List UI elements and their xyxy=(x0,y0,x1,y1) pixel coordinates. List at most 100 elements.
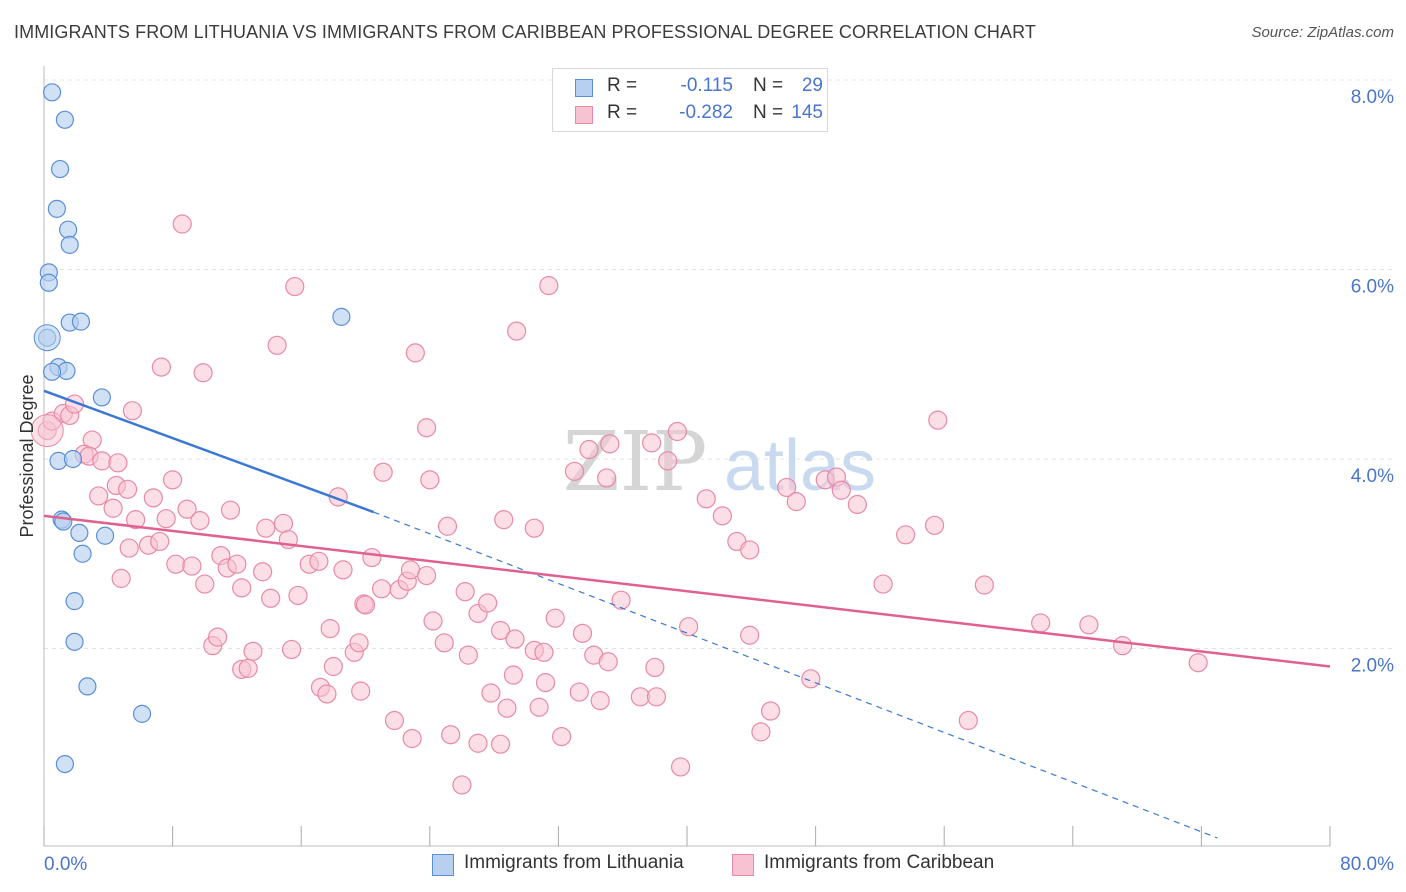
caribbean-point xyxy=(150,531,170,552)
caribbean-point xyxy=(172,214,192,234)
caribbean-point xyxy=(373,462,393,482)
bottom-legend-swatch-blue xyxy=(432,854,454,876)
caribbean-point xyxy=(143,488,163,508)
caribbean-point xyxy=(317,684,337,704)
caribbean-point xyxy=(896,525,916,545)
caribbean-point xyxy=(288,585,308,606)
caribbean-point xyxy=(208,627,228,647)
caribbean-point xyxy=(552,727,572,747)
y-axis-label: Professional Degree xyxy=(17,374,37,537)
caribbean-point xyxy=(117,479,138,499)
lithuania-point xyxy=(65,592,84,611)
caribbean-point xyxy=(220,500,241,520)
caribbean-point xyxy=(740,540,760,560)
lithuania-point xyxy=(42,362,62,381)
caribbean-point xyxy=(355,595,376,615)
caribbean-point xyxy=(285,276,305,297)
caribbean-point xyxy=(667,421,687,442)
lithuania-point xyxy=(59,220,78,239)
caribbean-point xyxy=(645,657,665,678)
lithuania-point xyxy=(55,754,74,774)
caribbean-point xyxy=(679,617,699,637)
caribbean-point xyxy=(924,515,945,535)
lithuania-point xyxy=(39,273,58,292)
caribbean-point xyxy=(696,489,716,509)
watermark: ZIP atlas xyxy=(563,415,876,510)
caribbean-point xyxy=(831,480,851,500)
caribbean-point xyxy=(441,725,461,745)
legend-r-label: R = xyxy=(607,102,638,123)
caribbean-point xyxy=(505,629,525,649)
caribbean-point xyxy=(89,486,109,506)
caribbean-point xyxy=(126,510,146,530)
caribbean-point xyxy=(416,418,437,438)
caribbean-point xyxy=(108,453,128,473)
caribbean-point xyxy=(712,506,732,526)
caribbean-point xyxy=(151,357,171,377)
caribbean-point xyxy=(777,477,797,498)
caribbean-point xyxy=(30,414,64,448)
caribbean-point xyxy=(535,673,556,693)
caribbean-point xyxy=(524,518,544,538)
legend-n-value: 29 xyxy=(801,75,823,96)
caribbean-point xyxy=(801,669,821,689)
caribbean-point xyxy=(420,470,440,490)
caribbean-point xyxy=(333,560,353,580)
lithuania-point xyxy=(65,632,84,651)
caribbean-point xyxy=(503,665,523,685)
caribbean-point xyxy=(642,433,662,453)
lithuania-point xyxy=(70,523,89,543)
caribbean-point xyxy=(564,461,585,481)
y-tick-label: 4.0% xyxy=(1351,466,1394,487)
lithuania-point xyxy=(71,312,91,331)
x-tick-label: 80.0% xyxy=(1340,854,1394,875)
lithuania-point xyxy=(50,159,70,179)
caribbean-point xyxy=(873,574,893,594)
lithuania-point xyxy=(78,677,97,696)
lithuania-point xyxy=(92,388,111,407)
watermark-atlas: atlas xyxy=(724,426,876,506)
lithuania-points xyxy=(33,83,351,774)
caribbean-point xyxy=(320,619,340,639)
caribbean-point xyxy=(455,582,475,602)
stats-legend: R = -0.115 N = 29 R = -0.282 N = 145 xyxy=(552,68,828,132)
caribbean-point xyxy=(630,687,650,707)
x-tick-label: 0.0% xyxy=(44,854,87,875)
legend-r-value: -0.282 xyxy=(679,102,733,123)
caribbean-point xyxy=(232,578,252,598)
caribbean-point xyxy=(156,509,176,529)
lithuania-point xyxy=(95,526,115,545)
caribbean-point xyxy=(786,492,806,512)
legend-swatch-blue xyxy=(575,79,593,97)
bottom-legend-label: Immigrants from Lithuania xyxy=(464,852,684,873)
caribbean-point xyxy=(371,579,392,599)
lithuania-trend-line xyxy=(43,389,374,514)
caribbean-point xyxy=(534,642,554,662)
caribbean-point xyxy=(928,410,948,430)
caribbean-point xyxy=(539,276,559,296)
caribbean-point xyxy=(847,494,867,515)
caribbean-point xyxy=(267,335,287,355)
caribbean-point xyxy=(243,641,263,661)
lithuania-point xyxy=(42,83,62,102)
lithuania-point xyxy=(60,235,79,254)
caribbean-point xyxy=(1188,653,1208,673)
caribbean-point xyxy=(958,710,978,731)
lithuania-point xyxy=(63,449,83,469)
caribbean-point xyxy=(190,510,210,531)
caribbean-point xyxy=(1031,613,1051,633)
caribbean-point xyxy=(309,551,329,571)
caribbean-point xyxy=(166,554,186,574)
caribbean-point xyxy=(238,658,258,678)
caribbean-point xyxy=(323,656,343,677)
legend-swatch-pink xyxy=(575,106,593,124)
caribbean-point xyxy=(416,565,437,586)
legend-n-label: N = xyxy=(753,102,784,123)
caribbean-point xyxy=(760,701,781,721)
caribbean-point xyxy=(458,645,478,665)
y-tick-label: 6.0% xyxy=(1351,277,1394,298)
caribbean-point xyxy=(253,562,273,582)
caribbean-trend-line xyxy=(43,514,1331,668)
caribbean-point xyxy=(256,518,276,538)
